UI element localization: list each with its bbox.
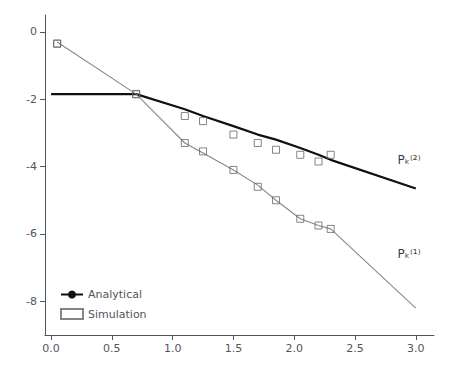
svg-text:Analytical: Analytical xyxy=(88,288,142,301)
svg-text:0: 0 xyxy=(30,25,37,38)
svg-text:3.0: 3.0 xyxy=(407,342,425,355)
svg-text:Pₖ⁽¹⁾: Pₖ⁽¹⁾ xyxy=(398,247,421,261)
svg-text:-6: -6 xyxy=(26,227,37,240)
svg-text:-4: -4 xyxy=(26,160,37,173)
svg-text:2.0: 2.0 xyxy=(285,342,303,355)
svg-text:0.0: 0.0 xyxy=(42,342,60,355)
svg-text:Simulation: Simulation xyxy=(88,308,147,321)
svg-text:1.0: 1.0 xyxy=(164,342,182,355)
svg-text:1.5: 1.5 xyxy=(225,342,243,355)
svg-text:0.5: 0.5 xyxy=(103,342,121,355)
svg-text:-2: -2 xyxy=(26,93,37,106)
svg-text:-8: -8 xyxy=(26,295,37,308)
svg-text:2.5: 2.5 xyxy=(346,342,364,355)
svg-text:Pₖ⁽²⁾: Pₖ⁽²⁾ xyxy=(398,153,421,167)
